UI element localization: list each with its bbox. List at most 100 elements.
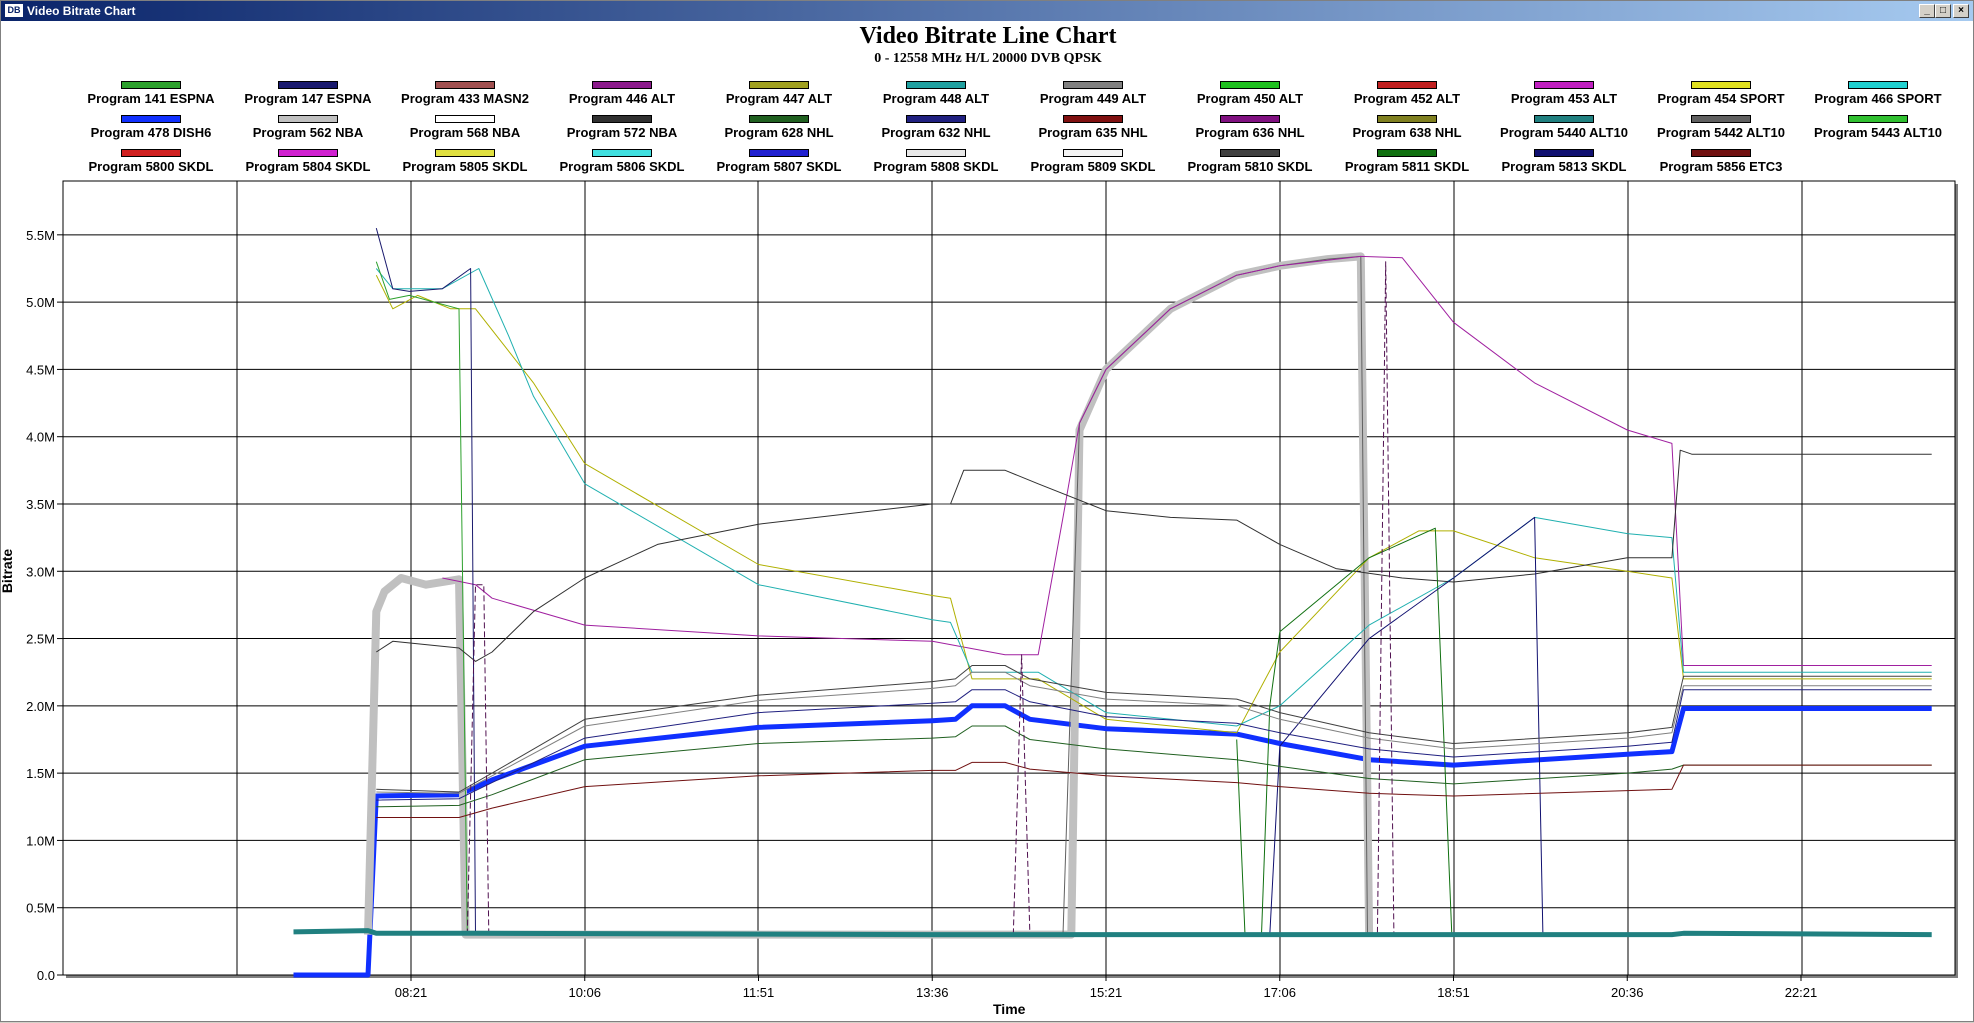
legend-swatch <box>1063 115 1123 123</box>
legend-swatch <box>121 81 181 89</box>
legend-swatch <box>1534 115 1594 123</box>
series-line <box>376 665 1932 793</box>
legend-label: Program 141 ESPNA <box>87 91 215 106</box>
series-line <box>376 671 1932 794</box>
legend-swatch <box>906 149 966 157</box>
legend-swatch <box>435 81 495 89</box>
legend-item: Program 568 NBA <box>387 115 543 145</box>
legend-item: Program 450 ALT <box>1172 81 1328 111</box>
close-button[interactable]: × <box>1953 4 1969 18</box>
legend-label: Program 448 ALT <box>882 91 990 106</box>
legend-swatch <box>1534 81 1594 89</box>
legend-item: Program 5811 SKDL <box>1329 149 1485 179</box>
legend-swatch <box>906 81 966 89</box>
y-tick-label: 1.0M <box>26 833 55 848</box>
legend-label: Program 568 NBA <box>409 125 521 140</box>
legend-label: Program 5856 ETC3 <box>1659 159 1783 174</box>
x-tick-label: 10:06 <box>568 985 601 1000</box>
maximize-icon: □ <box>1939 5 1947 16</box>
legend-item: Program 635 NHL <box>1015 115 1171 145</box>
series-line <box>376 725 1932 808</box>
minimize-button[interactable]: _ <box>1919 4 1935 18</box>
legend-swatch <box>435 149 495 157</box>
legend-label: Program 449 ALT <box>1039 91 1147 106</box>
legend-label: Program 562 NBA <box>252 125 364 140</box>
legend-swatch <box>1220 149 1280 157</box>
legend-label: Program 447 ALT <box>725 91 833 106</box>
legend-item: Program 466 SPORT <box>1800 81 1956 111</box>
legend-swatch <box>1534 149 1594 157</box>
legend-item: Program 5808 SKDL <box>858 149 1014 179</box>
series-line <box>1269 516 1544 935</box>
legend-label: Program 5808 SKDL <box>873 159 999 174</box>
y-tick-label: 4.0M <box>26 430 55 445</box>
legend-label: Program 446 ALT <box>568 91 676 106</box>
legend-item: Program 5810 SKDL <box>1172 149 1328 179</box>
minimize-icon: _ <box>1924 5 1930 16</box>
legend-swatch <box>592 149 652 157</box>
chart-title: Video Bitrate Line Chart <box>859 23 1117 49</box>
series-line <box>442 255 1932 666</box>
y-tick-label: 3.5M <box>26 497 55 512</box>
legend-swatch <box>121 149 181 157</box>
legend-swatch <box>1848 115 1908 123</box>
app-icon: DB <box>5 4 23 17</box>
legend-swatch <box>592 81 652 89</box>
title-bar[interactable]: DB Video Bitrate Chart _ □ × <box>1 1 1973 21</box>
y-tick-label: 0.5M <box>26 901 55 916</box>
legend-item: Program 449 ALT <box>1015 81 1171 111</box>
legend-swatch <box>278 115 338 123</box>
legend-item: Program 5809 SKDL <box>1015 149 1171 179</box>
legend-label: Program 572 NBA <box>566 125 678 140</box>
legend-swatch <box>1377 81 1437 89</box>
legend-item: Program 446 ALT <box>544 81 700 111</box>
x-axis-label: Time <box>993 1001 1026 1017</box>
legend-item: Program 454 SPORT <box>1643 81 1799 111</box>
legend-label: Program 628 NHL <box>724 125 834 140</box>
plot-area <box>62 180 1956 976</box>
y-tick-label: 5.0M <box>26 295 55 310</box>
legend-item: Program 5443 ALT10 <box>1800 115 1956 145</box>
y-tick-label: 0.0 <box>37 968 55 983</box>
legend-label: Program 5810 SKDL <box>1187 159 1313 174</box>
legend-item: Program 572 NBA <box>544 115 700 145</box>
legend-swatch <box>1063 81 1123 89</box>
legend-swatch <box>1377 115 1437 123</box>
maximize-button[interactable]: □ <box>1935 4 1951 18</box>
legend-item: Program 5806 SKDL <box>544 149 700 179</box>
legend-item: Program 562 NBA <box>230 115 386 145</box>
legend-item: Program 452 ALT <box>1329 81 1485 111</box>
legend-label: Program 450 ALT <box>1196 91 1304 106</box>
y-tick-label: 1.5M <box>26 766 55 781</box>
legend-swatch <box>1063 149 1123 157</box>
legend-swatch <box>1691 115 1751 123</box>
legend-label: Program 5805 SKDL <box>402 159 528 174</box>
legend-swatch <box>1691 149 1751 157</box>
x-tick-label: 17:06 <box>1263 985 1296 1000</box>
legend-label: Program 5442 ALT10 <box>1657 125 1785 140</box>
legend-item: Program 5804 SKDL <box>230 149 386 179</box>
legend-item: Program 147 ESPNA <box>230 81 386 111</box>
chart-subtitle: 0 - 12558 MHz H/L 20000 DVB QPSK <box>874 51 1102 66</box>
y-tick-label: 2.5M <box>26 632 55 647</box>
legend-label: Program 433 MASN2 <box>401 91 529 106</box>
legend-item: Program 141 ESPNA <box>73 81 229 111</box>
legend: Program 141 ESPNA Program 147 ESPNA Progra… <box>1 1 1974 181</box>
legend-swatch <box>1377 149 1437 157</box>
legend-item: Program 453 ALT <box>1486 81 1642 111</box>
legend-item: Program 632 NHL <box>858 115 1014 145</box>
x-tick-label: 18:51 <box>1437 985 1470 1000</box>
legend-label: Program 5800 SKDL <box>88 159 214 174</box>
series-line <box>375 274 1932 734</box>
x-tick-label: 08:21 <box>395 985 428 1000</box>
legend-label: Program 5809 SKDL <box>1030 159 1156 174</box>
legend-swatch <box>1691 81 1751 89</box>
window-title: Video Bitrate Chart <box>27 4 136 18</box>
series-line <box>376 449 1932 662</box>
legend-swatch <box>278 149 338 157</box>
legend-label: Program 638 NHL <box>1352 125 1462 140</box>
legend-label: Program 5443 ALT10 <box>1814 125 1942 140</box>
legend-swatch <box>1220 115 1280 123</box>
y-tick-label: 3.0M <box>26 564 55 579</box>
